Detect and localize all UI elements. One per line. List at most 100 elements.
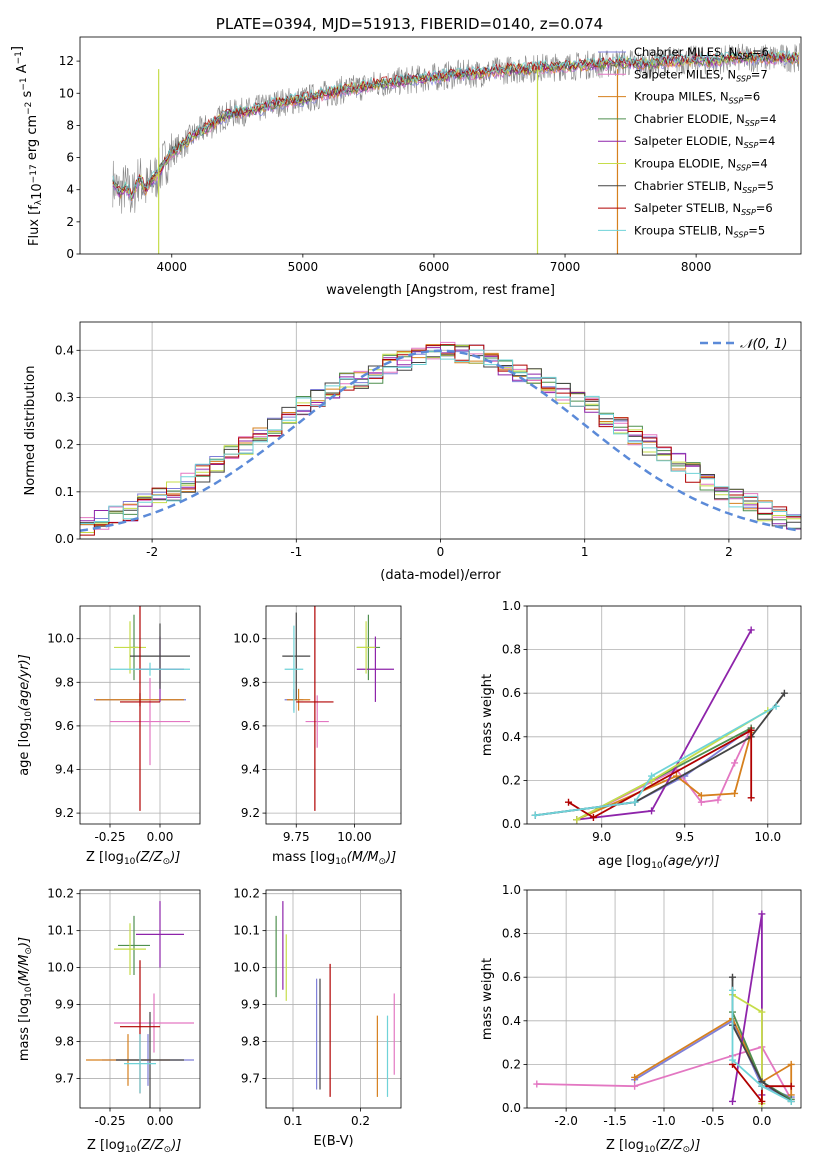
y-tick-label: 0.8: [502, 643, 521, 657]
series-line: [576, 727, 753, 821]
y-tick-label: 9.9: [55, 998, 74, 1012]
y-tick-label: 9.9: [241, 998, 260, 1012]
y-axis-label: age [log10(age/yr)]: [17, 654, 34, 776]
x-tick-label: 9.75: [283, 830, 310, 844]
plot-area: [86, 901, 194, 1108]
chart-age_vs_Z: -0.25 0.00 9.2 9.4 9.6 9.8 10.0 Z [log10(Z/Z⊙)]…: [17, 605, 201, 867]
series-point: [747, 726, 755, 734]
legend-label: Kroupa ELODIE, NSSP=4: [634, 157, 768, 173]
y-tick-label: 10.2: [47, 887, 74, 901]
y-tick-label: 10.1: [47, 924, 74, 938]
x-tick-label: 4000: [156, 260, 187, 274]
legend-label: Kroupa STELIB, NSSP=5: [634, 223, 765, 239]
series-point: [758, 1008, 766, 1016]
x-tick-label: 0.00: [147, 830, 174, 844]
axes-frame: [265, 605, 402, 825]
series-point: [631, 1073, 639, 1081]
series-point: [787, 1082, 795, 1090]
legend-label: Salpeter STELIB, NSSP=6: [634, 201, 773, 217]
y-tick-label: 1.0: [502, 883, 521, 897]
series-point: [631, 798, 639, 806]
x-axis-label: Z [log10(Z/Z⊙)]: [606, 1138, 700, 1155]
chart-mass_weight_vs_age: 9.0 9.5 10.0 0.0 0.2 0.4 0.6 0.8 1.0 age [log10(a…: [480, 599, 802, 871]
y-axis-label: mass weight: [480, 958, 495, 1040]
y-tick-label: 0.6: [502, 970, 521, 984]
series-point: [533, 1080, 541, 1088]
series-line: [535, 705, 777, 817]
x-axis-label: mass [log10(M/M⊙)]: [272, 850, 396, 867]
series-point: [631, 1082, 639, 1090]
spectrum-model-salpeter-elodie: [112, 51, 799, 199]
spectrum-model-chabrier-stelib: [112, 51, 799, 195]
series-point: [747, 626, 755, 634]
y-tick-label: 0.8: [502, 927, 521, 941]
y-tick-label: 0.2: [502, 1057, 521, 1071]
x-tick-label: 0.0: [752, 1114, 771, 1128]
y-tick-label: 0.4: [55, 343, 74, 357]
series-point: [731, 759, 739, 767]
x-tick-label: 8000: [681, 260, 712, 274]
chart-residuals: -2 -1 0 1 2 0.0 0.1 0.2 0.3 0.4 𝒩(0, 1) (data-model…: [23, 321, 802, 583]
series-point: [697, 798, 705, 806]
y-tick-label: 9.8: [241, 1034, 260, 1048]
series-point: [747, 794, 755, 802]
x-tick-label: -1.0: [652, 1114, 675, 1128]
y-tick-label: 10.2: [233, 887, 260, 901]
axes-frame: [526, 889, 802, 1109]
y-tick-label: 9.6: [241, 719, 260, 733]
series-point: [589, 813, 597, 821]
series-point: [573, 816, 581, 824]
y-tick-label: 12: [59, 54, 74, 68]
y-tick-label: 9.2: [241, 806, 260, 820]
y-tick-label: 0.0: [502, 1101, 521, 1115]
series-point: [729, 986, 736, 994]
y-tick-label: 2: [66, 215, 74, 229]
y-tick-label: 1.0: [502, 599, 521, 613]
plot-area: [531, 626, 788, 824]
series-point: [787, 1097, 795, 1105]
x-axis-label: age [log10(age/yr)]: [598, 854, 720, 871]
y-tick-label: 8: [66, 118, 74, 132]
x-tick-label: 1: [581, 545, 589, 559]
axes-frame: [79, 321, 802, 540]
axes-frame: [79, 36, 802, 255]
y-tick-label: 0.4: [502, 1014, 521, 1028]
y-tick-label: 9.8: [55, 675, 74, 689]
plot-area: [80, 341, 801, 536]
y-tick-label: 0: [66, 247, 74, 261]
series-point: [772, 702, 780, 710]
chart-mass_vs_Z: -0.25 0.00 9.7 9.8 9.9 10.0 10.1 10.2 Z [log10(Z…: [17, 887, 201, 1155]
x-tick-label: 10.00: [337, 830, 371, 844]
histogram-kroupa-stelib: [80, 349, 801, 524]
plot-area: [94, 606, 190, 811]
x-tick-label: -0.25: [94, 1114, 125, 1128]
y-tick-label: 10.0: [233, 961, 260, 975]
x-axis-label: E(B-V): [313, 1134, 353, 1149]
series-point: [780, 689, 788, 697]
y-tick-label: 9.7: [55, 1071, 74, 1085]
spectrum-model-kroupa-stelib: [112, 49, 799, 199]
x-axis-label: Z [log10(Z/Z⊙)]: [87, 1138, 181, 1155]
axes-frame: [79, 889, 201, 1109]
y-axis-label: mass [log10(M/M⊙)]: [17, 937, 34, 1061]
x-axis-label: wavelength [Angstrom, rest frame]: [326, 283, 555, 298]
chart-mass_vs_ebv: 0.1 0.2 9.7 9.8 9.9 10.0 10.1 10.2 E(B-V): [233, 887, 402, 1149]
series-point: [565, 798, 573, 806]
y-tick-label: 9.6: [55, 719, 74, 733]
plot-area: [282, 606, 395, 811]
y-tick-label: 10.1: [233, 924, 260, 938]
y-tick-label: 0.1: [55, 485, 74, 499]
series-point: [787, 1060, 795, 1068]
x-tick-label: 6000: [419, 260, 450, 274]
series-point: [531, 811, 539, 819]
series-line: [731, 990, 792, 1103]
plot-area: [112, 43, 800, 254]
y-tick-label: 9.8: [55, 1034, 74, 1048]
normal-curve: [80, 349, 799, 532]
series-point: [758, 1097, 766, 1105]
x-axis-label: Z [log10(Z/Z⊙)]: [86, 850, 180, 867]
x-tick-label: -2.0: [554, 1114, 577, 1128]
x-tick-label: 0: [437, 545, 445, 559]
y-tick-label: 0.2: [502, 773, 521, 787]
